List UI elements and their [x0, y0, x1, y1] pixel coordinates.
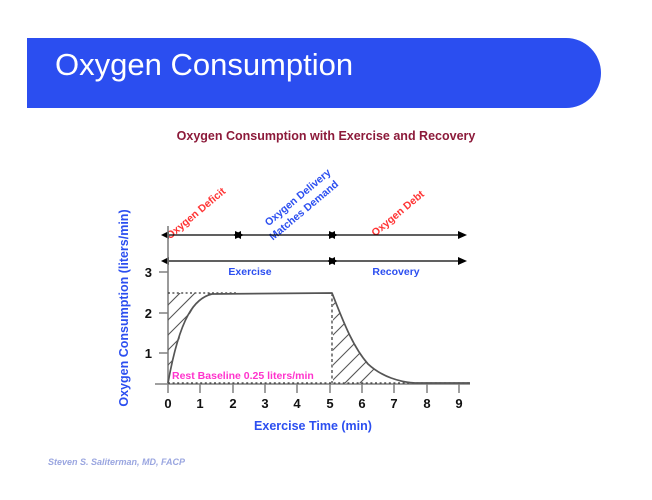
svg-text:Oxygen Deficit: Oxygen Deficit	[164, 185, 228, 242]
oxygen-consumption-curve	[167, 292, 470, 384]
x-tick-label-4: 4	[293, 396, 301, 411]
x-tick-label-1: 1	[196, 396, 203, 411]
title-underline-rule	[54, 134, 576, 138]
phase-annotation-oxygen-delivery-matches-demand: Oxygen Delivery Matches Demand	[263, 167, 341, 243]
span-label-recovery: Recovery	[372, 266, 419, 278]
x-tick-label-2: 2	[229, 396, 236, 411]
page-title: Oxygen Consumption	[55, 47, 354, 82]
x-tick-label-3: 3	[261, 396, 268, 411]
y-axis-label: Oxygen Consumption (liters/min)	[117, 209, 131, 406]
x-tick-label-8: 8	[423, 396, 430, 411]
x-axis-label: Exercise Time (min)	[254, 419, 372, 433]
y-tick-label-3: 3	[145, 265, 152, 280]
x-tick-label-5: 5	[326, 396, 333, 411]
span-label-exercise: Exercise	[228, 266, 271, 278]
author-credit: Steven S. Saliterman, MD, FACP	[48, 457, 186, 467]
x-tick-label-6: 6	[358, 396, 365, 411]
x-tick-label-9: 9	[455, 396, 462, 411]
x-axis-ticks	[167, 384, 460, 393]
oxygen-consumption-figure: Oxygen Consumption with Exercise and Rec…	[0, 118, 652, 448]
phase-annotation-oxygen-deficit: Oxygen Deficit	[164, 185, 228, 242]
x-tick-label-0: 0	[164, 396, 171, 411]
rest-baseline-label: Rest Baseline 0.25 liters/min	[172, 370, 314, 382]
y-axis-ticks	[159, 271, 168, 354]
chart-svg: Oxygen Consumption with Exercise and Rec…	[117, 129, 476, 433]
phase-annotation-oxygen-debt: Oxygen Debt	[369, 188, 427, 239]
chart-title: Oxygen Consumption with Exercise and Rec…	[177, 129, 476, 143]
slide-title-banner: Oxygen Consumption	[27, 38, 601, 138]
x-tick-label-7: 7	[390, 396, 397, 411]
svg-text:Oxygen Debt: Oxygen Debt	[369, 188, 427, 239]
y-tick-label-2: 2	[145, 306, 152, 321]
x-axis-tick-labels: 0 1 2 3 4 5 6 7 8 9	[164, 396, 462, 411]
y-tick-label-1: 1	[145, 346, 152, 361]
